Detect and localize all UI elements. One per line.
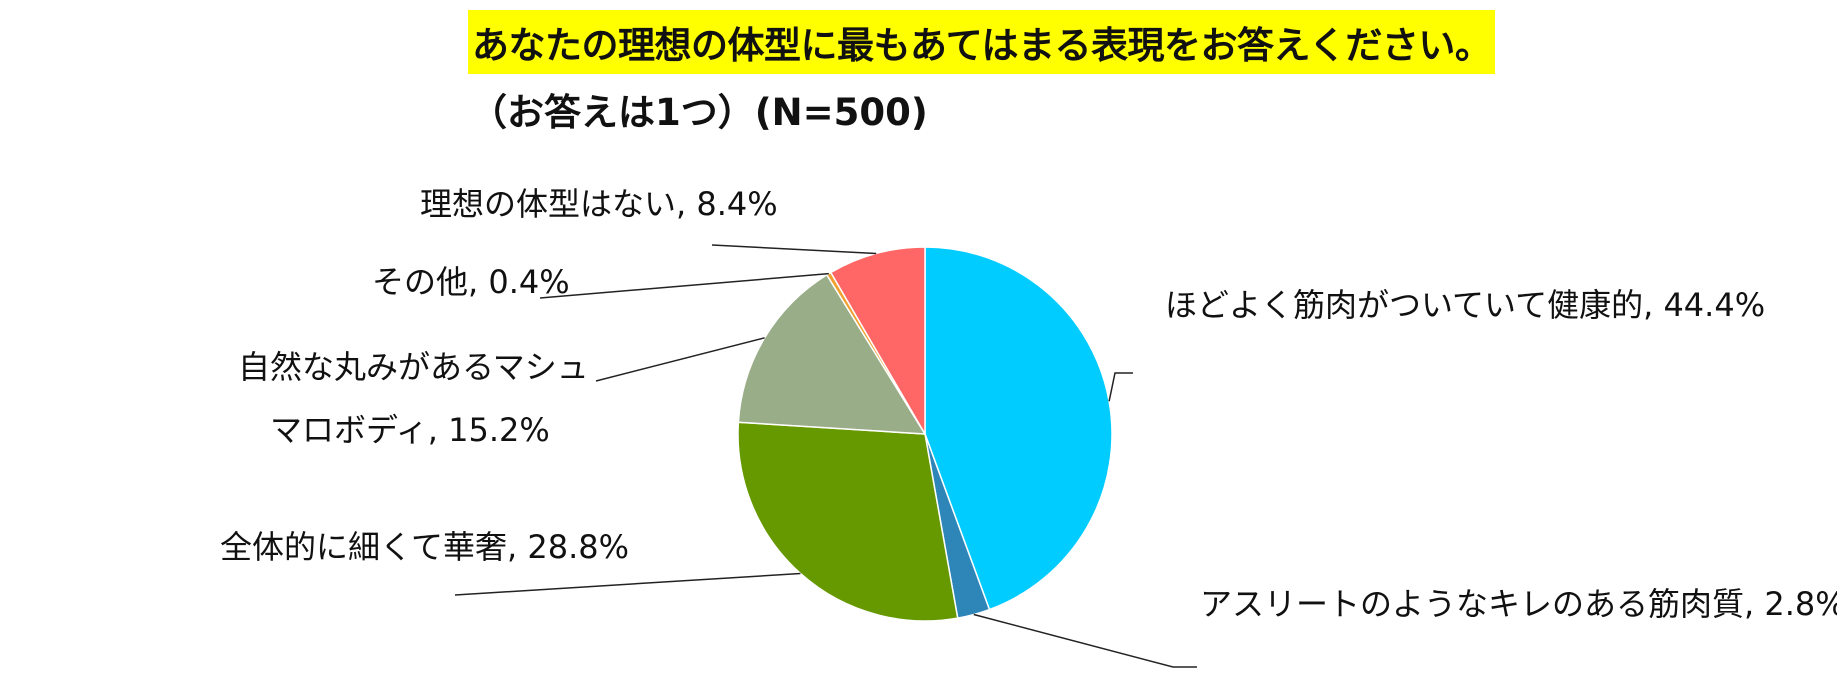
chart-title: あなたの理想の体型に最もあてはまる表現をお答えください。 — [472, 24, 1492, 67]
chart-subtitle: （お答えは1つ）(N=500) — [470, 91, 928, 134]
label-athlete: アスリートのようなキレのある筋肉質, 2.8% — [1200, 585, 1837, 623]
leader-line-slice-none — [711, 244, 877, 255]
slice-healthy — [924, 246, 1113, 611]
leader-line-slice-healthy — [1108, 372, 1133, 402]
leader-line-slice-marshmallow — [595, 337, 765, 382]
slice-slender — [737, 421, 959, 622]
slice-none — [829, 246, 926, 437]
leader-line-slice-other — [539, 272, 829, 299]
label-slender: 全体的に細くて華奢, 28.8% — [220, 528, 630, 566]
label-marshmallow-line2: マロボディ, 15.2% — [270, 411, 550, 449]
label-healthy: ほどよく筋肉がついていて健康的, 44.4% — [1165, 286, 1766, 324]
label-none: 理想の体型はない, 8.4% — [420, 185, 778, 223]
leader-line-slice-slender — [454, 572, 801, 596]
leader-line-slice-athlete — [973, 613, 1197, 668]
label-other: その他, 0.4% — [372, 263, 570, 301]
label-marshmallow-line1: 自然な丸みがあるマシュ — [238, 348, 589, 386]
chart-title-highlight: あなたの理想の体型に最もあてはまる表現をお答えください。 — [468, 10, 1496, 74]
